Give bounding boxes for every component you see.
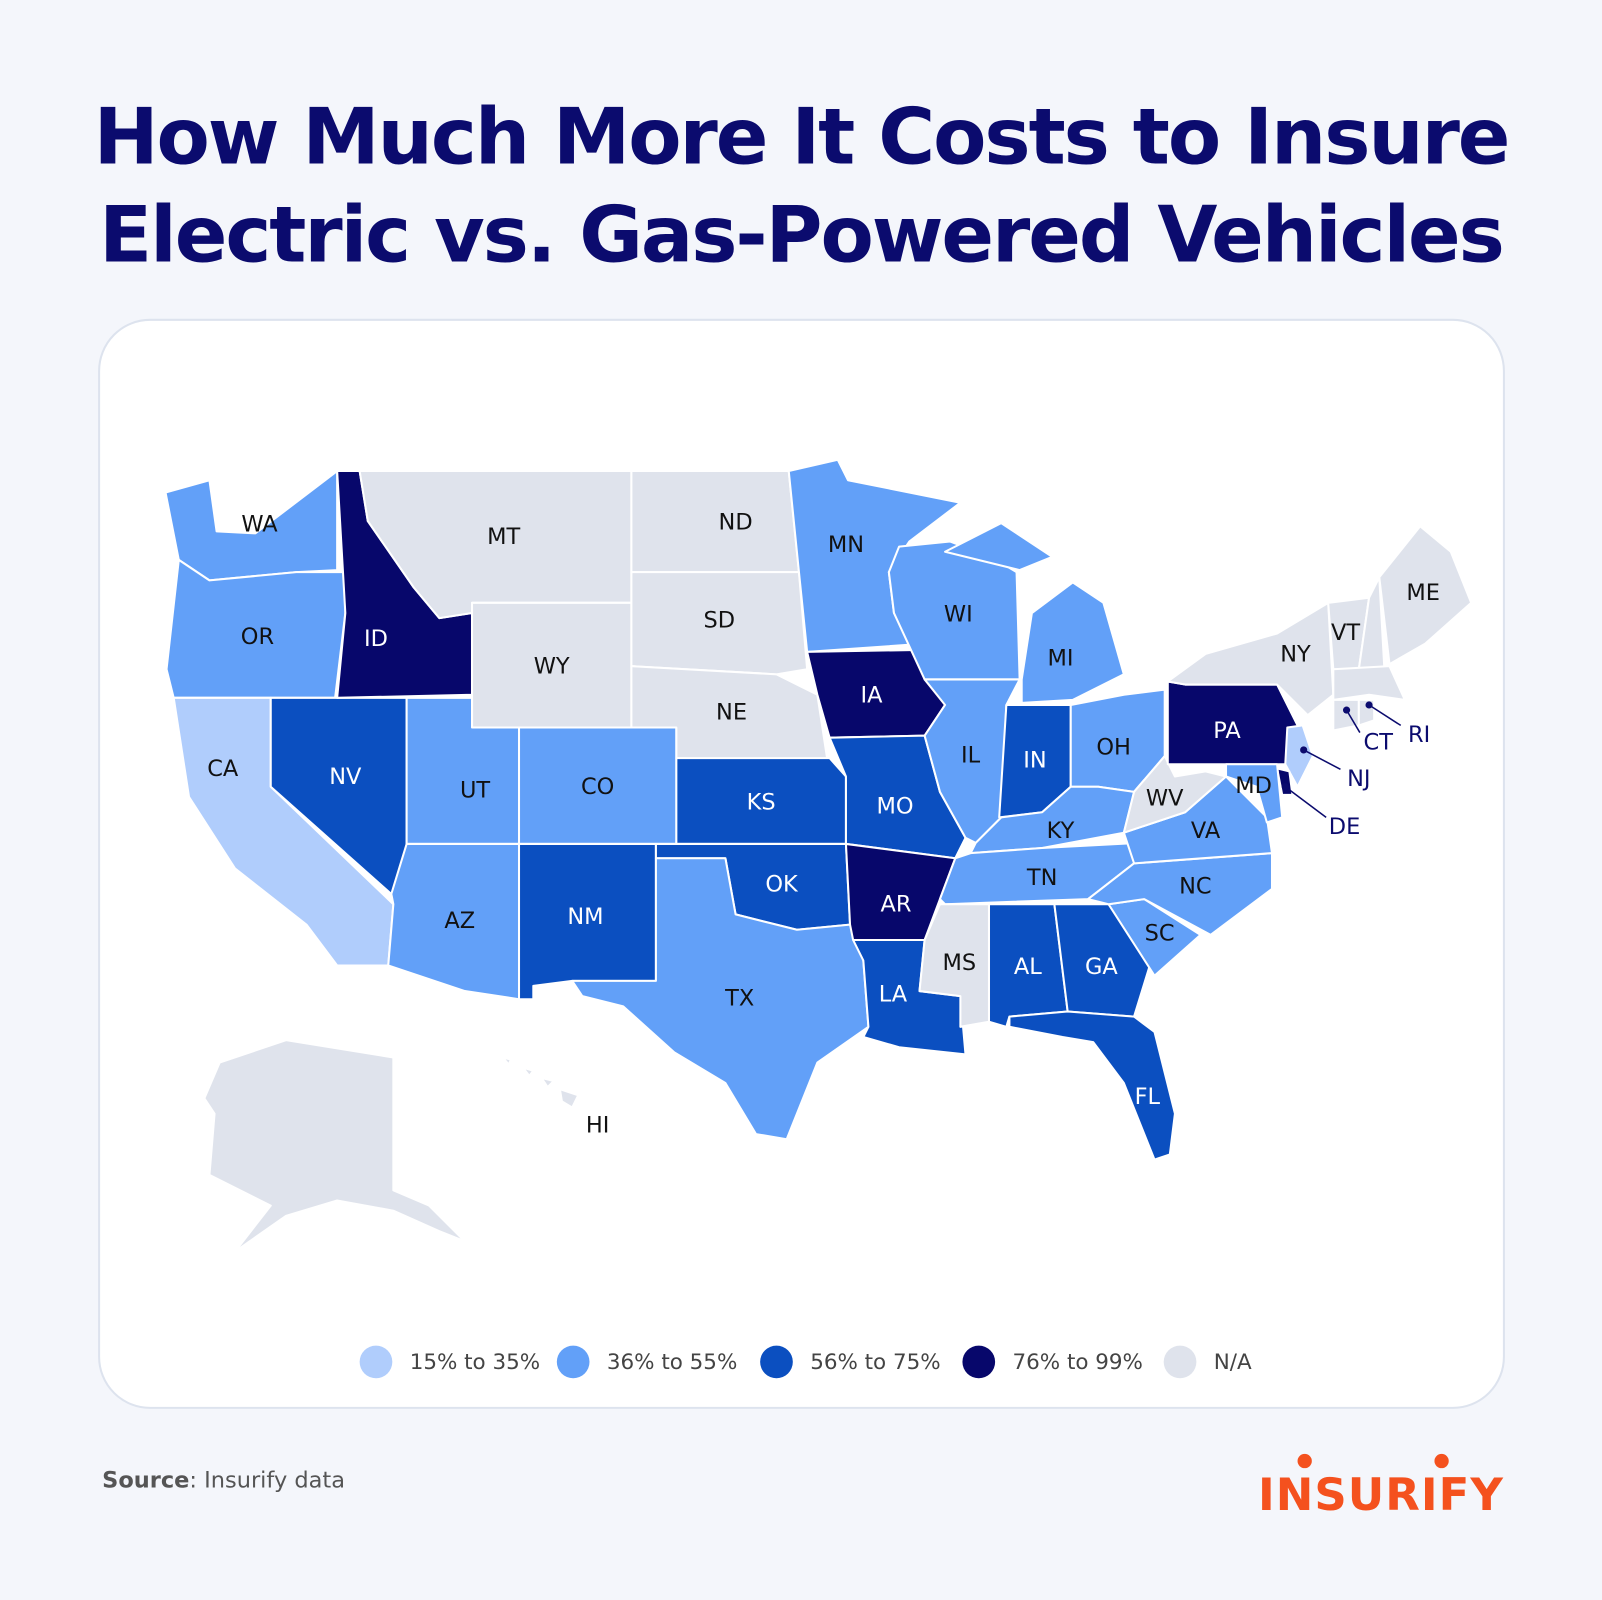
- state-label: MD: [1235, 773, 1272, 799]
- callout-dot: [1281, 783, 1289, 791]
- legend-label: 56% to 75%: [810, 1350, 940, 1375]
- state-label: SD: [703, 608, 735, 634]
- state: [1332, 665, 1406, 701]
- legend-swatch: [359, 1345, 393, 1379]
- legend-label: 76% to 99%: [1012, 1350, 1142, 1375]
- state-label: MS: [943, 950, 977, 976]
- legend-swatch: [1163, 1345, 1197, 1379]
- state-label: OK: [765, 871, 799, 897]
- state-label: MI: [1047, 646, 1073, 672]
- state-label: CO: [581, 774, 614, 800]
- state-label: NC: [1179, 873, 1211, 899]
- state: [887, 540, 1021, 681]
- callout-line: [1368, 704, 1402, 727]
- state-label: PA: [1213, 718, 1241, 744]
- legend-swatch: [760, 1345, 793, 1379]
- legend-swatch: [556, 1345, 590, 1379]
- state: [630, 469, 800, 574]
- state-label: AZ: [444, 908, 475, 934]
- us-map: WA OR CA NV ID MT WY UT AZ CO NM ND SD NE KS OK TX MN IA MO…: [164, 458, 1473, 1253]
- state-label: NM: [567, 904, 603, 930]
- state-label: TN: [1026, 865, 1058, 891]
- state-label: ND: [719, 510, 753, 536]
- callout-line: [1345, 709, 1361, 733]
- logo: INSURIFY: [1258, 1468, 1504, 1521]
- state: [1224, 763, 1284, 824]
- source-bold: Source: [102, 1468, 189, 1494]
- state-label: ID: [364, 626, 388, 652]
- legend-label: N/A: [1214, 1350, 1252, 1375]
- state-label: MO: [876, 794, 913, 820]
- state: [1122, 755, 1228, 834]
- state-label: KS: [747, 790, 776, 816]
- state-label: NV: [329, 764, 362, 790]
- state-label: CA: [207, 756, 239, 782]
- state-label: MT: [487, 524, 520, 550]
- state-label: IA: [860, 682, 883, 708]
- logo-dot: [1434, 1453, 1449, 1469]
- state-label: CT: [1364, 729, 1394, 755]
- state-label: WA: [241, 512, 278, 538]
- state: [944, 522, 1125, 704]
- state: [1008, 1010, 1176, 1161]
- state-label: WI: [944, 602, 973, 628]
- state-label: HI: [586, 1112, 610, 1138]
- state-label: MN: [828, 532, 864, 558]
- callout-line: [1303, 749, 1341, 771]
- state-label: SC: [1145, 920, 1175, 946]
- state-label: GA: [1085, 954, 1118, 980]
- state-label: DE: [1329, 814, 1361, 840]
- state: [571, 857, 870, 1141]
- legend: 15% to 35% 36% to 55% 56% to 75% 76% to 99%…: [359, 1345, 1252, 1379]
- legend-swatch: [962, 1345, 996, 1379]
- callout-dot: [1365, 701, 1373, 709]
- state: [1284, 724, 1314, 788]
- title-line: How Much More It Costs to Insure: [94, 92, 1509, 182]
- source: Source: Insurify data: [102, 1468, 345, 1494]
- state-label: NY: [1280, 641, 1311, 667]
- source-text: : Insurify data: [189, 1468, 345, 1494]
- callout-dot: [1343, 706, 1351, 714]
- state-label: IL: [961, 743, 981, 769]
- state-label: NJ: [1347, 766, 1370, 792]
- state: [1378, 525, 1473, 666]
- state-label: TX: [724, 986, 754, 1012]
- state-label: NE: [716, 700, 747, 726]
- state-label: WY: [534, 654, 570, 680]
- state-label: LA: [879, 982, 908, 1008]
- state: [501, 1056, 580, 1109]
- state: [203, 1039, 466, 1253]
- state: [630, 571, 809, 676]
- state-label: RI: [1408, 722, 1430, 748]
- state-label: OR: [241, 624, 274, 650]
- state-label: IN: [1023, 748, 1046, 774]
- state-label: VA: [1191, 818, 1221, 844]
- callout-line: [1284, 786, 1327, 818]
- state: [923, 678, 1021, 844]
- state-label: OH: [1096, 734, 1131, 760]
- state-label: VT: [1331, 620, 1360, 646]
- state: [1332, 698, 1360, 732]
- state-label: AL: [1014, 954, 1042, 980]
- state-label: KY: [1047, 818, 1075, 844]
- state-label: FL: [1135, 1084, 1161, 1110]
- state-label: AR: [881, 892, 912, 918]
- callout-dot: [1300, 746, 1308, 754]
- state-label: ME: [1406, 580, 1440, 606]
- logo-dot: [1297, 1453, 1312, 1469]
- state-label: UT: [460, 777, 490, 803]
- state: [1276, 767, 1294, 796]
- title-line: Electric vs. Gas-Powered Vehicles: [99, 191, 1503, 281]
- legend-label: 15% to 35%: [410, 1350, 540, 1375]
- state-label: WV: [1146, 785, 1184, 811]
- legend-label: 36% to 55%: [607, 1350, 737, 1375]
